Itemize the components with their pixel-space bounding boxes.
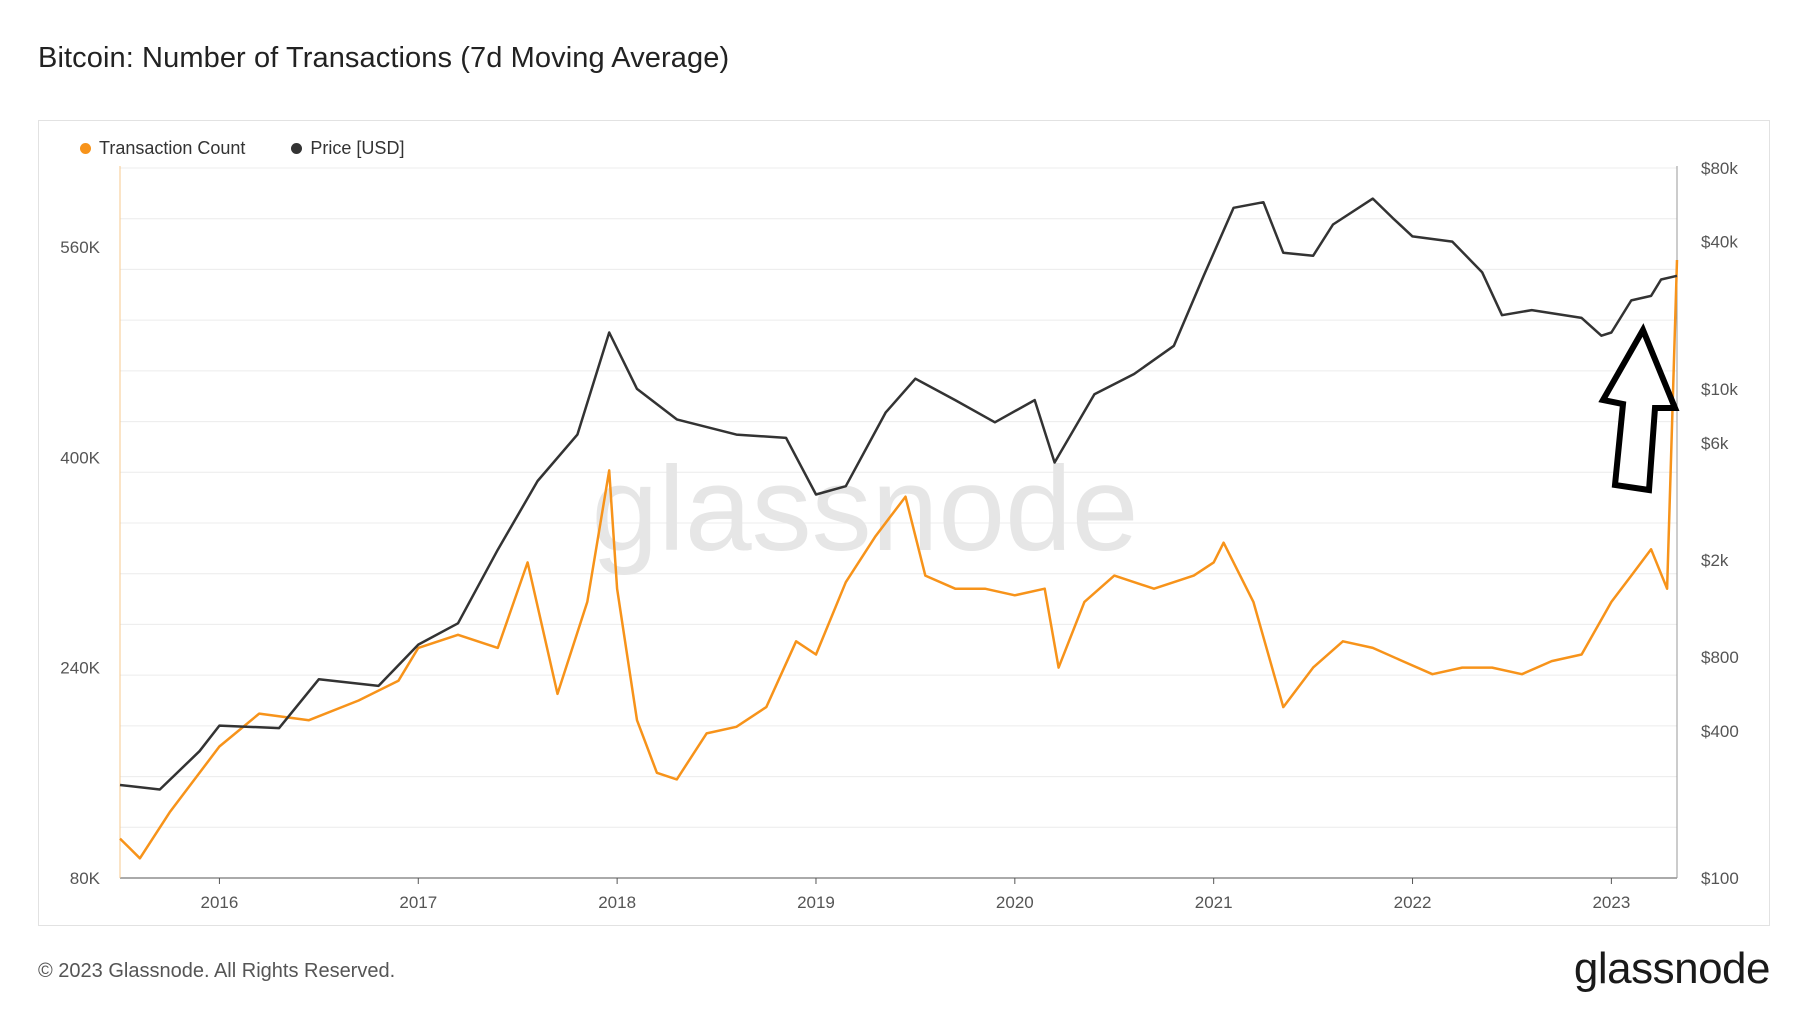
y-left-tick-label: 400K bbox=[60, 448, 100, 467]
x-tick-label: 2016 bbox=[201, 893, 239, 912]
legend-item-transaction-count[interactable]: Transaction Count bbox=[80, 138, 245, 159]
legend-dot-dark-icon bbox=[291, 143, 303, 154]
y-right-tick-label: $80k bbox=[1701, 159, 1738, 178]
series-price bbox=[119, 197, 1678, 791]
x-tick-label: 2023 bbox=[1592, 893, 1630, 912]
x-tick-label: 2019 bbox=[797, 893, 835, 912]
series-line-transaction-count bbox=[119, 259, 1679, 860]
legend-label-price: Price [USD] bbox=[310, 138, 405, 158]
y-right-tick-label: $2k bbox=[1701, 551, 1729, 570]
series-line-price-usd- bbox=[119, 197, 1678, 791]
y-right-tick-label: $100 bbox=[1701, 869, 1739, 888]
series-transaction-count bbox=[119, 259, 1679, 860]
x-tick-label: 2021 bbox=[1195, 893, 1233, 912]
axes: 2016 2017 2018 2019 2020 2021 2022 2023 80K 240K 4… bbox=[60, 159, 1739, 912]
y-right-tick-label: $400 bbox=[1701, 722, 1739, 741]
annotation-arrow bbox=[1598, 323, 1680, 494]
y-right-tick-label: $10k bbox=[1701, 380, 1738, 399]
y-left-tick-label: 240K bbox=[60, 659, 100, 678]
x-tick-label: 2022 bbox=[1394, 893, 1432, 912]
glassnode-logo: glassnode bbox=[1573, 944, 1771, 993]
watermark-text: glassnode bbox=[591, 442, 1138, 576]
x-tick-label: 2020 bbox=[996, 893, 1034, 912]
x-tick-label: 2017 bbox=[399, 893, 437, 912]
y-right-tick-label: $800 bbox=[1701, 648, 1739, 667]
arrow-up-outline-icon bbox=[1598, 323, 1680, 494]
legend-item-price[interactable]: Price [USD] bbox=[291, 138, 404, 159]
y-right-tick-label: $6k bbox=[1701, 434, 1729, 453]
legend: Transaction Count Price [USD] bbox=[80, 138, 404, 159]
x-tick-label: 2018 bbox=[598, 893, 636, 912]
y-left-tick-label: 560K bbox=[60, 238, 100, 257]
legend-dot-orange-icon bbox=[80, 143, 91, 154]
y-right-tick-label: $40k bbox=[1701, 233, 1738, 252]
y-left-tick-label: 80K bbox=[70, 869, 101, 888]
copyright-footer: © 2023 Glassnode. All Rights Reserved. bbox=[38, 960, 396, 982]
legend-label-transaction-count: Transaction Count bbox=[99, 138, 246, 158]
chart-title: Bitcoin: Number of Transactions (7d Movi… bbox=[38, 42, 730, 74]
